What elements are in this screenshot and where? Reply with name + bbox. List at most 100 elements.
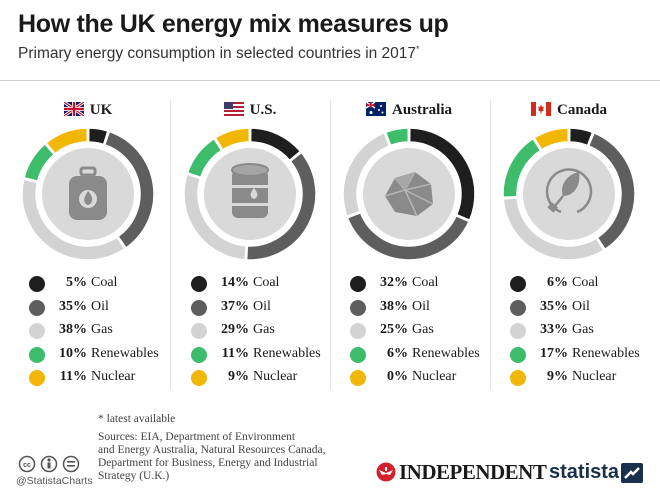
donut-segment-coal [568, 127, 594, 147]
legend-row-gas: 29% Gas [175, 320, 325, 344]
legend-swatch [350, 299, 366, 316]
legend-value: 37% [221, 298, 249, 314]
legend-row-coal: 32% Coal [334, 273, 484, 297]
legend-label: Renewables [253, 345, 321, 361]
legend-row-coal: 14% Coal [175, 273, 325, 297]
legend-label: Renewables [572, 345, 640, 361]
legend-row-oil: 35% Oil [494, 297, 644, 321]
legend-row-nuclear: 9% Nuclear [175, 367, 325, 391]
legend-value: 35% [540, 298, 568, 314]
country-header: UK [13, 102, 163, 119]
legend-row-renewables: 6% Renewables [334, 344, 484, 368]
legend-label: Coal [572, 275, 599, 290]
panel-canada: Canada 6% Coal 35% Oil 33% Gas 17% Renewables 9%… [494, 96, 644, 396]
legend-value: 35% [59, 298, 87, 314]
legend-value: 0% [387, 369, 408, 384]
legend-swatch [350, 346, 366, 363]
statista-handle: @StatistaCharts [16, 475, 93, 487]
legend-label: Nuclear [91, 369, 136, 384]
legend-swatch [191, 299, 207, 316]
legend-swatch [350, 370, 366, 386]
legend-label: Renewables [412, 345, 480, 361]
panel-us: U.S. 14% Coal 37% Oil 29% Gas 11% Renewables 9% N… [175, 96, 325, 396]
legend-value: 9% [547, 369, 568, 384]
legend-value: 10% [59, 345, 87, 361]
country-header: Canada [494, 102, 644, 119]
legend-value: 32% [380, 275, 408, 290]
legend-swatch [191, 346, 207, 363]
legend-row-renewables: 17% Renewables [494, 344, 644, 368]
legend-value: 29% [221, 322, 249, 337]
panel-separator [490, 100, 491, 390]
legend-label: Coal [412, 275, 439, 290]
us-flag-icon [223, 102, 244, 116]
donut-segment-oil [346, 211, 470, 261]
donut-chart [502, 127, 636, 261]
legend-row-coal: 6% Coal [494, 273, 644, 297]
statista-logo: statista [549, 461, 620, 483]
eagle-icon [376, 462, 396, 482]
canada-flag-icon [530, 102, 551, 116]
legend-swatch [29, 323, 45, 339]
legend-row-coal: 5% Coal [13, 273, 163, 297]
australia-flag-icon [366, 102, 386, 116]
panel-separator [170, 100, 171, 390]
legend-value: 38% [59, 322, 87, 337]
sources-line: Department for Business, Energy and Indu… [98, 457, 318, 469]
legend-label: Renewables [91, 345, 159, 361]
legend-row-nuclear: 11% Nuclear [13, 367, 163, 391]
legend-swatch [191, 370, 207, 386]
donut-chart [183, 127, 317, 261]
coal-lump-icon [384, 171, 434, 217]
panel-australia: Australia 32% Coal 38% Oil 25% Gas 6% Renewable… [334, 96, 484, 396]
donut-segment-gas [502, 197, 605, 261]
leaf-plug-icon [545, 168, 593, 214]
legend: 5% Coal 35% Oil 38% Gas 10% Renewables 11% Nuclea… [13, 273, 163, 391]
legend-swatch [29, 346, 45, 363]
legend-swatch [29, 299, 45, 316]
donut-segment-nuclear [533, 127, 570, 151]
sources: Sources: EIA, Department of Environment … [98, 431, 343, 483]
donut-segment-renewables [384, 127, 410, 147]
legend-row-renewables: 11% Renewables [175, 344, 325, 368]
legend: 14% Coal 37% Oil 29% Gas 11% Renewables 9% Nuclea… [175, 273, 325, 391]
donut-segment-nuclear [214, 127, 251, 151]
legend-value: 11% [221, 345, 249, 361]
legend-label: Oil [91, 298, 109, 314]
legend-label: Oil [253, 298, 271, 314]
panel-separator [330, 100, 331, 390]
donut-segment-renewables [23, 142, 56, 183]
donut-segment-renewables [502, 137, 542, 199]
donut-segment-coal [408, 127, 476, 222]
legend-row-oil: 35% Oil [13, 297, 163, 321]
donut-segment-gas [183, 173, 247, 261]
legend-row-oil: 37% Oil [175, 297, 325, 321]
legend-label: Coal [91, 275, 118, 290]
legend-swatch [350, 276, 366, 292]
legend-swatch [510, 299, 526, 316]
donut-segment-coal [87, 127, 109, 146]
legend-row-gas: 38% Gas [13, 320, 163, 344]
donut-segment-coal [249, 127, 302, 162]
creative-commons-icons: cc [18, 455, 80, 473]
sources-line: and Energy Australia, Natural Resources … [98, 444, 326, 456]
legend-value: 38% [380, 298, 408, 314]
legend-value: 33% [540, 322, 568, 337]
panel-uk: UK 5% Coal 35% Oil 38% Gas 10% Renewables 11% Nuc… [13, 96, 163, 396]
legend: 6% Coal 35% Oil 33% Gas 17% Renewables 9% Nuclear [494, 273, 644, 391]
legend-label: Nuclear [572, 369, 617, 384]
legend-label: Nuclear [253, 369, 298, 384]
country-header: Australia [334, 102, 484, 119]
donut-segment-gas [21, 178, 126, 261]
statista-mark-icon [621, 463, 643, 483]
legend-value: 6% [387, 345, 408, 361]
donut-segment-oil [245, 151, 317, 261]
donut-segment-oil [103, 130, 155, 249]
country-header: U.S. [175, 102, 325, 119]
svg-text:cc: cc [23, 462, 31, 469]
gas-cylinder-icon [69, 166, 107, 220]
header-divider [0, 80, 660, 81]
uk-flag-icon [63, 102, 84, 116]
legend-swatch [29, 370, 45, 386]
independent-logo: INDEPENDENT [376, 460, 547, 485]
